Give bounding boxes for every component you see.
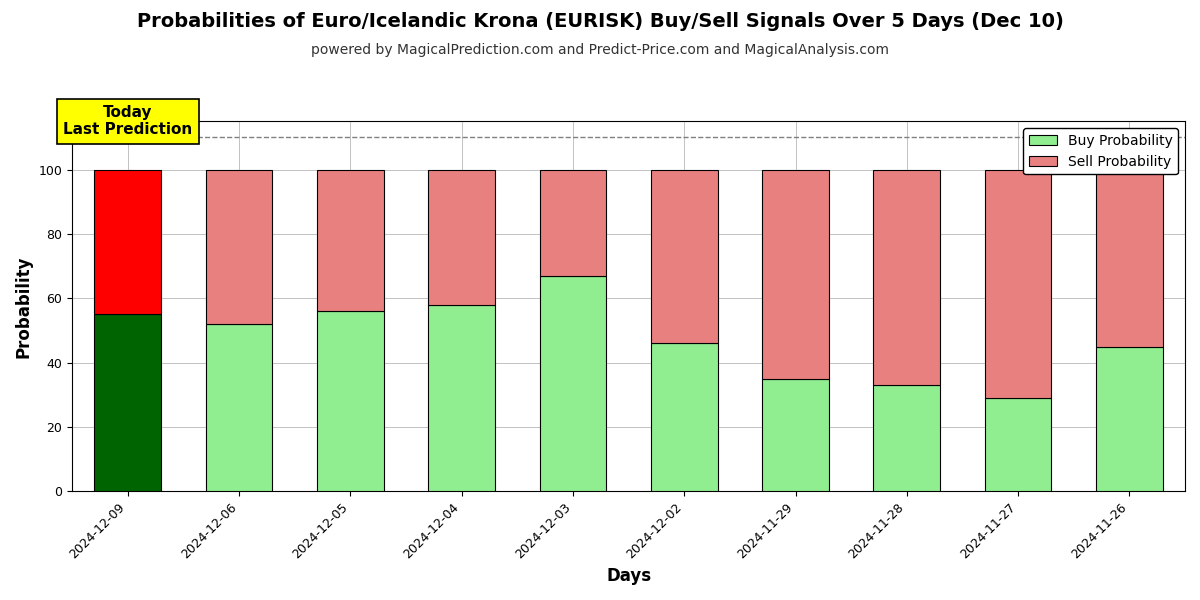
- Bar: [205, 170, 272, 324]
- Bar: [95, 170, 161, 314]
- Bar: [762, 379, 829, 491]
- Bar: [874, 385, 940, 491]
- Bar: [540, 276, 606, 491]
- Bar: [317, 311, 384, 491]
- Text: Today
Last Prediction: Today Last Prediction: [64, 105, 192, 137]
- Text: Probabilities of Euro/Icelandic Krona (EURISK) Buy/Sell Signals Over 5 Days (Dec: Probabilities of Euro/Icelandic Krona (E…: [137, 12, 1063, 31]
- Bar: [1096, 347, 1163, 491]
- Bar: [1096, 170, 1163, 347]
- Bar: [762, 170, 829, 379]
- X-axis label: Days: Days: [606, 567, 652, 585]
- Bar: [650, 170, 718, 343]
- Bar: [540, 170, 606, 276]
- Legend: Buy Probability, Sell Probability: Buy Probability, Sell Probability: [1024, 128, 1178, 175]
- Bar: [428, 170, 496, 305]
- Bar: [985, 170, 1051, 398]
- Bar: [317, 170, 384, 311]
- Y-axis label: Probability: Probability: [16, 255, 34, 358]
- Text: powered by MagicalPrediction.com and Predict-Price.com and MagicalAnalysis.com: powered by MagicalPrediction.com and Pre…: [311, 43, 889, 57]
- Bar: [95, 314, 161, 491]
- Bar: [874, 170, 940, 385]
- Bar: [650, 343, 718, 491]
- Bar: [428, 305, 496, 491]
- Bar: [205, 324, 272, 491]
- Bar: [985, 398, 1051, 491]
